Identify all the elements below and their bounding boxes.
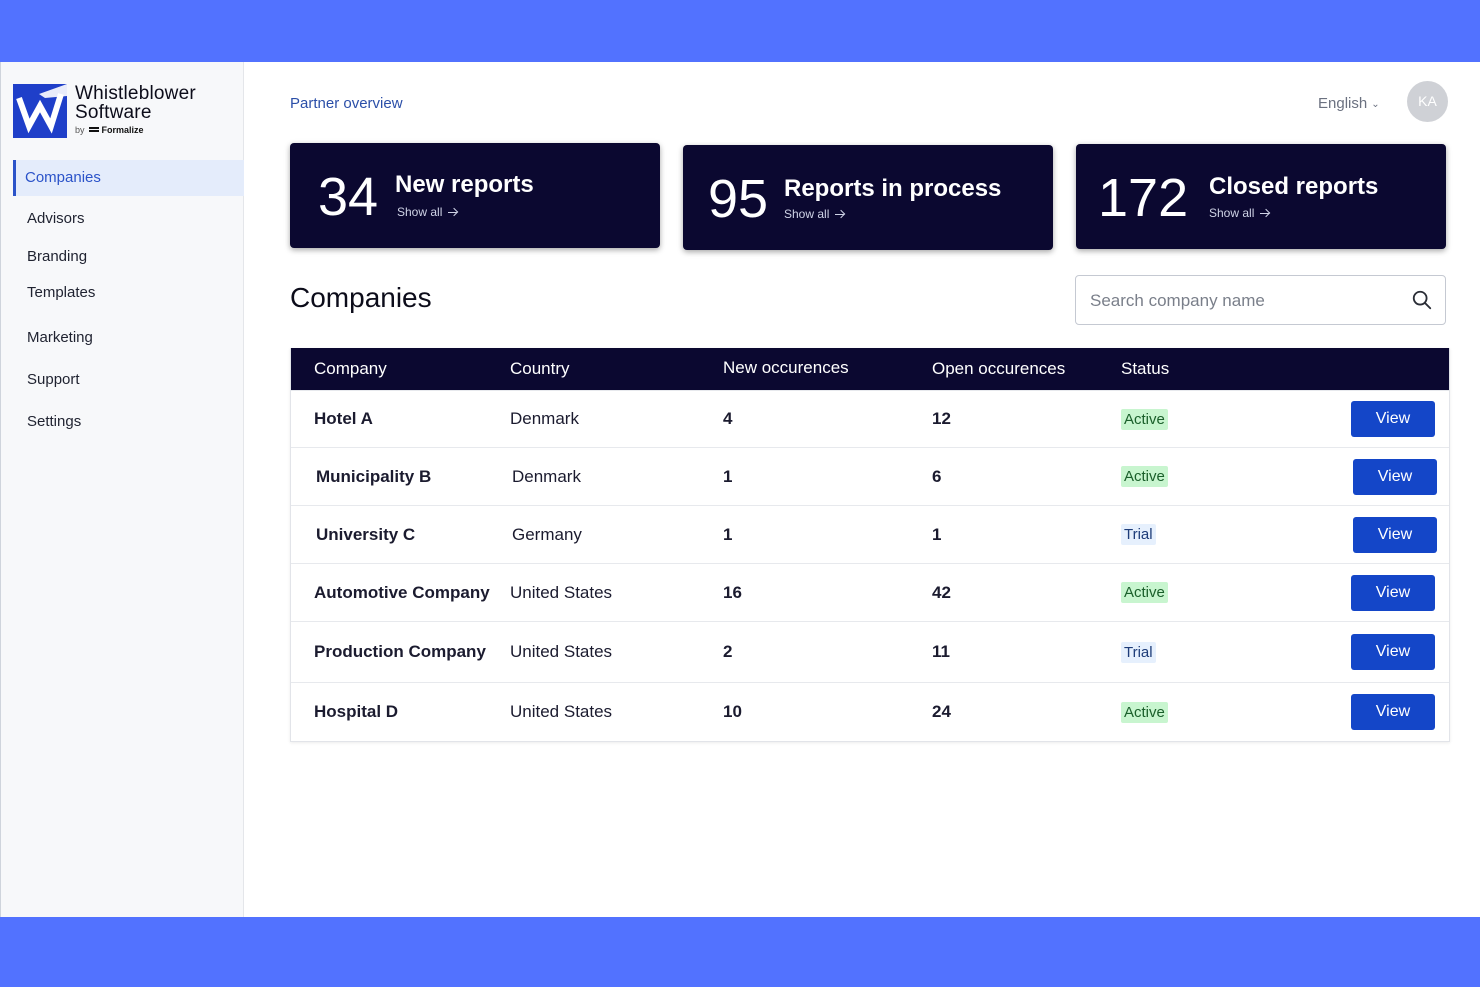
language-label: English xyxy=(1318,95,1368,112)
cell-open-occurences: 12 xyxy=(932,409,951,428)
logo[interactable]: Whistleblower Software by Formalize xyxy=(13,84,196,138)
status-badge: Active xyxy=(1121,701,1168,723)
table-row: Automotive Company United States 16 42 A… xyxy=(291,563,1449,621)
cell-company: Production Company xyxy=(314,642,486,661)
show-all-label: Show all xyxy=(1209,206,1255,220)
show-all-link[interactable]: Show all xyxy=(397,205,458,219)
cell-new-occurences: 2 xyxy=(723,642,733,661)
search-input[interactable] xyxy=(1090,288,1390,314)
cell-new-occurences: 10 xyxy=(723,702,742,721)
stat-value: 95 xyxy=(708,169,769,229)
table-row: University C Germany 1 1 Trial View xyxy=(291,505,1449,563)
table-row: Municipality B Denmark 1 6 Active View xyxy=(291,447,1449,505)
cell-country: United States xyxy=(510,642,613,661)
table-header: Company Country New occurences Open occu… xyxy=(291,348,1449,390)
stat-card-reports-in-process[interactable]: 95 Reports in process Show all xyxy=(683,145,1053,250)
sidebar-nav: Companies Advisors Branding Templates Ma… xyxy=(1,160,244,442)
stat-card-new-reports[interactable]: 34 New reports Show all xyxy=(290,143,660,248)
show-all-label: Show all xyxy=(397,205,443,219)
column-header-open-occurences[interactable]: Open occurences xyxy=(932,359,1066,378)
logo-by-text: by xyxy=(75,125,85,135)
status-badge: Trial xyxy=(1121,641,1156,663)
sidebar-item-advisors[interactable]: Advisors xyxy=(27,210,85,227)
logo-name-line2: Software xyxy=(75,102,152,123)
formalize-logo-icon xyxy=(88,126,99,134)
stat-value: 172 xyxy=(1098,168,1189,228)
cell-open-occurences: 11 xyxy=(932,642,950,661)
stat-label: Reports in process xyxy=(784,175,1002,202)
cell-company: University C xyxy=(316,524,416,544)
column-header-new-occurences[interactable]: New occurences xyxy=(723,358,849,377)
table-row: Hotel A Denmark 4 12 Active View xyxy=(291,390,1449,447)
stat-card-closed-reports[interactable]: 172 Closed reports Show all xyxy=(1076,144,1446,249)
sidebar: Whistleblower Software by Formalize Comp… xyxy=(0,62,244,917)
cell-country: United States xyxy=(510,702,613,721)
cell-company: Municipality B xyxy=(316,466,432,486)
sidebar-item-branding[interactable]: Branding xyxy=(27,248,88,265)
cell-country: United States xyxy=(510,582,613,602)
app-window: Whistleblower Software by Formalize Comp… xyxy=(0,62,1480,917)
sidebar-item-settings[interactable]: Settings xyxy=(27,413,82,430)
cell-new-occurences: 16 xyxy=(723,582,742,602)
arrow-right-icon xyxy=(1260,208,1270,218)
companies-table: Company Country New occurences Open occu… xyxy=(290,348,1450,742)
cell-company: Hospital D xyxy=(314,702,399,721)
status-badge: Active xyxy=(1121,466,1168,487)
cell-country: Denmark xyxy=(512,466,581,486)
cell-company: Automotive Company xyxy=(314,582,490,602)
search-box xyxy=(1075,275,1446,325)
status-badge: Trial xyxy=(1121,524,1156,545)
cell-country: Germany xyxy=(512,524,582,544)
chevron-down-icon: ⌄ xyxy=(1371,99,1380,110)
view-button[interactable]: View xyxy=(1353,458,1437,495)
cell-country: Denmark xyxy=(510,409,579,428)
view-button[interactable]: View xyxy=(1353,516,1437,553)
stat-label: New reports xyxy=(395,171,534,198)
sidebar-item-marketing[interactable]: Marketing xyxy=(27,329,93,346)
breadcrumb[interactable]: Partner overview xyxy=(290,95,403,112)
cell-new-occurences: 4 xyxy=(723,409,733,428)
logo-brand-text: Formalize xyxy=(101,125,144,135)
cell-open-occurences: 1 xyxy=(932,524,942,544)
sidebar-item-support[interactable]: Support xyxy=(27,371,80,388)
sidebar-item-templates[interactable]: Templates xyxy=(27,284,96,301)
show-all-link[interactable]: Show all xyxy=(784,207,845,221)
status-badge: Active xyxy=(1121,408,1168,430)
column-header-status[interactable]: Status xyxy=(1121,359,1170,378)
table-row: Hospital D United States 10 24 Active Vi… xyxy=(291,682,1449,741)
show-all-link[interactable]: Show all xyxy=(1209,206,1270,220)
cell-company: Hotel A xyxy=(314,409,373,428)
view-button[interactable]: View xyxy=(1351,574,1435,611)
stat-label: Closed reports xyxy=(1209,173,1379,200)
show-all-label: Show all xyxy=(784,207,830,221)
whistleblower-logo-icon xyxy=(13,84,67,138)
search-icon[interactable] xyxy=(1411,289,1433,311)
view-button[interactable]: View xyxy=(1351,401,1435,437)
stat-value: 34 xyxy=(318,167,379,227)
view-button[interactable]: View xyxy=(1351,694,1435,730)
cell-open-occurences: 24 xyxy=(932,702,951,721)
sidebar-item-companies[interactable]: Companies xyxy=(13,160,244,196)
section-title: Companies xyxy=(290,282,432,313)
arrow-right-icon xyxy=(835,209,845,219)
arrow-right-icon xyxy=(448,207,458,217)
cell-open-occurences: 42 xyxy=(932,582,951,602)
status-badge: Active xyxy=(1121,582,1168,603)
column-header-company[interactable]: Company xyxy=(314,359,387,378)
avatar[interactable]: KA xyxy=(1407,81,1448,122)
view-button[interactable]: View xyxy=(1351,634,1435,670)
logo-name-line1: Whistleblower xyxy=(75,83,196,104)
cell-open-occurences: 6 xyxy=(932,466,942,486)
table-row: Production Company United States 2 11 Tr… xyxy=(291,621,1449,682)
language-selector[interactable]: English ⌄ xyxy=(1318,95,1380,112)
column-header-country[interactable]: Country xyxy=(510,359,570,378)
cell-new-occurences: 1 xyxy=(723,524,733,544)
cell-new-occurences: 1 xyxy=(723,466,733,486)
